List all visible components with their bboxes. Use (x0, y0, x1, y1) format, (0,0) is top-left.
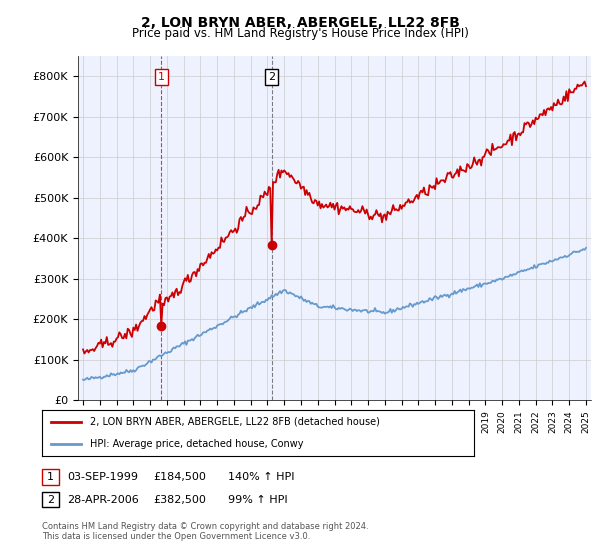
Text: 03-SEP-1999: 03-SEP-1999 (67, 472, 138, 482)
Text: 28-APR-2006: 28-APR-2006 (67, 494, 139, 505)
Text: £382,500: £382,500 (153, 494, 206, 505)
Text: HPI: Average price, detached house, Conwy: HPI: Average price, detached house, Conw… (89, 438, 303, 449)
Text: 1: 1 (47, 472, 54, 482)
Text: Contains HM Land Registry data © Crown copyright and database right 2024.
This d: Contains HM Land Registry data © Crown c… (42, 522, 368, 542)
Text: Price paid vs. HM Land Registry's House Price Index (HPI): Price paid vs. HM Land Registry's House … (131, 27, 469, 40)
Text: £184,500: £184,500 (153, 472, 206, 482)
Text: 99% ↑ HPI: 99% ↑ HPI (228, 494, 287, 505)
Text: 1: 1 (158, 72, 165, 82)
Text: 2, LON BRYN ABER, ABERGELE, LL22 8FB: 2, LON BRYN ABER, ABERGELE, LL22 8FB (140, 16, 460, 30)
Text: 140% ↑ HPI: 140% ↑ HPI (228, 472, 295, 482)
Text: 2: 2 (47, 494, 54, 505)
Text: 2, LON BRYN ABER, ABERGELE, LL22 8FB (detached house): 2, LON BRYN ABER, ABERGELE, LL22 8FB (de… (89, 417, 379, 427)
Text: 2: 2 (268, 72, 275, 82)
